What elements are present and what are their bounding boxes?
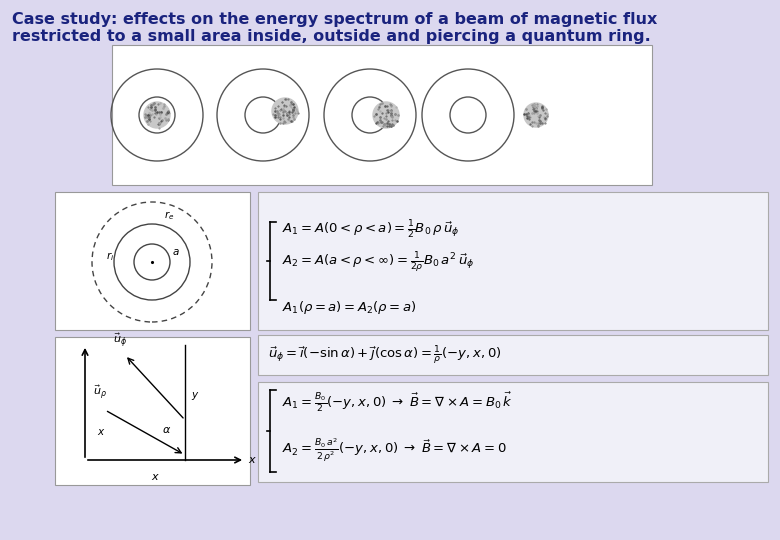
Text: Case study: effects on the energy spectrum of a beam of magnetic flux: Case study: effects on the energy spectr… [12,12,658,27]
FancyBboxPatch shape [258,335,768,375]
Text: $r_e$: $r_e$ [164,210,175,222]
Circle shape [272,98,298,124]
Circle shape [144,102,170,128]
Text: restricted to a small area inside, outside and piercing a quantum ring.: restricted to a small area inside, outsi… [12,29,651,44]
Text: x: x [97,427,103,437]
Circle shape [373,102,399,128]
Text: $A_2 = \frac{B_0\,a^2}{2\,\rho^2}(-y,x,0) \;\rightarrow\; \vec{B} = \nabla \time: $A_2 = \frac{B_0\,a^2}{2\,\rho^2}(-y,x,0… [282,436,506,463]
Text: x: x [151,472,158,482]
FancyBboxPatch shape [55,337,250,485]
Text: $A_1 = \frac{B_0}{2}(-y,x,0) \;\rightarrow\; \vec{B} = \nabla \times A = B_0\,\v: $A_1 = \frac{B_0}{2}(-y,x,0) \;\rightarr… [282,390,512,414]
FancyBboxPatch shape [112,45,652,185]
Circle shape [524,103,548,127]
Text: $\alpha$: $\alpha$ [162,425,172,435]
Text: $A_1 = A(0 < \rho < a) = \frac{1}{2}B_0\,\rho\,\vec{u}_{\phi}$: $A_1 = A(0 < \rho < a) = \frac{1}{2}B_0\… [282,219,459,241]
Text: $r_i$: $r_i$ [106,251,114,264]
Text: $\vec{u}_{\phi}$: $\vec{u}_{\phi}$ [113,332,127,350]
FancyBboxPatch shape [258,382,768,482]
Text: $A_1(\rho = a) = A_2(\rho = a)$: $A_1(\rho = a) = A_2(\rho = a)$ [282,300,417,316]
FancyBboxPatch shape [55,192,250,330]
Text: $\vec{u}_{\rho}$: $\vec{u}_{\rho}$ [93,384,107,402]
Text: $A_2 = A(a < \rho < \infty) = \frac{1}{2\rho}B_0\,a^2\,\vec{u}_{\phi}$: $A_2 = A(a < \rho < \infty) = \frac{1}{2… [282,251,474,275]
FancyBboxPatch shape [258,192,768,330]
Text: x: x [248,455,254,465]
Text: $a$: $a$ [172,247,179,257]
Text: y: y [191,390,197,400]
Text: $\vec{u}_{\phi} = \vec{\imath}(-\sin\alpha) + \vec{\jmath}(\cos\alpha) = \frac{1: $\vec{u}_{\phi} = \vec{\imath}(-\sin\alp… [268,343,502,366]
